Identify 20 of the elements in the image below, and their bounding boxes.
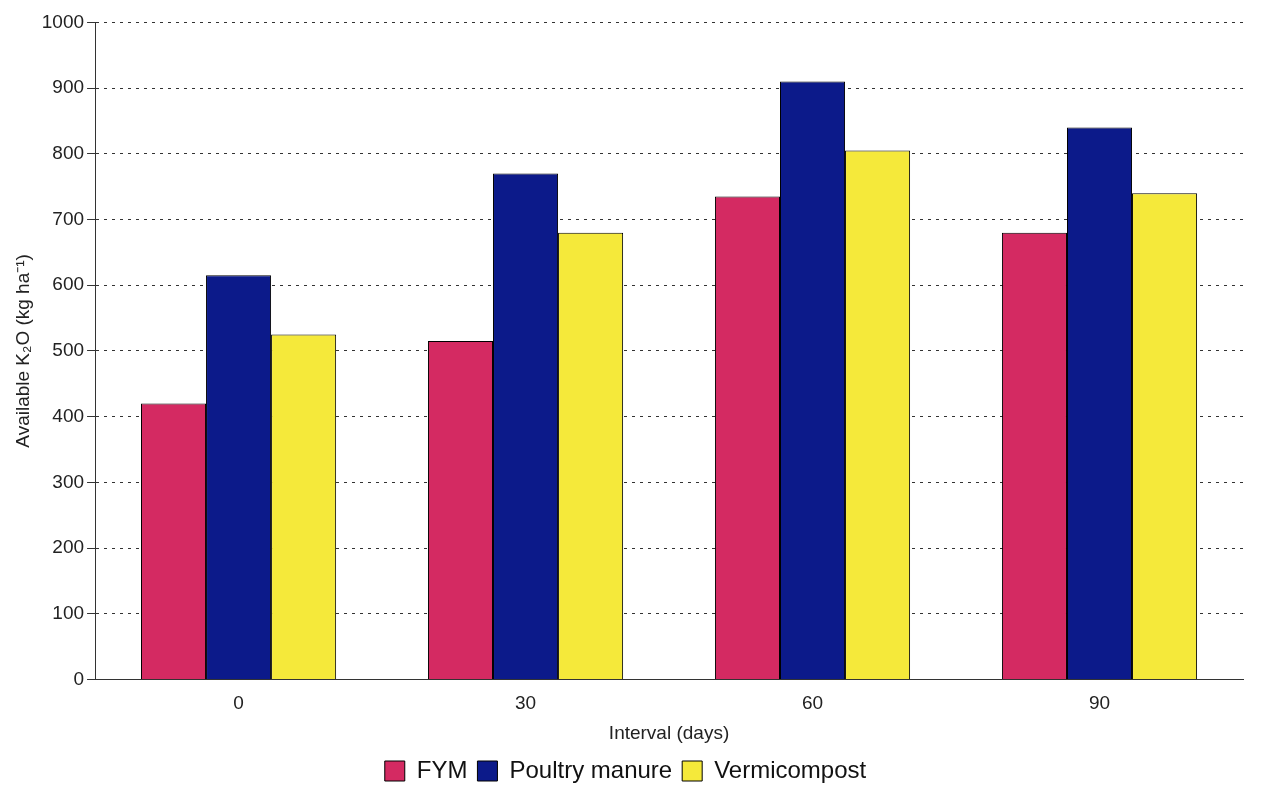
y-tick-label: 200 [52, 536, 85, 558]
x-tick-label: 0 [233, 692, 244, 714]
y-tick-label: 800 [52, 142, 85, 164]
y-tick-label: 1000 [41, 10, 85, 32]
x-tick-label: 60 [801, 692, 824, 714]
legend-label: Poultry manure [509, 755, 673, 783]
y-tick-label: 100 [52, 601, 85, 623]
y-tick-label: 600 [52, 273, 85, 295]
y-tick-label: 300 [52, 470, 85, 492]
x-tick-label: 90 [1088, 692, 1111, 714]
legend-label: FYM [416, 755, 468, 783]
y-tick-label: 700 [52, 207, 85, 229]
y-tick-label: 500 [52, 339, 85, 361]
y-tick-label: 900 [52, 76, 85, 98]
x-tick-label: 30 [514, 692, 537, 714]
x-axis-title: Interval (days) [608, 721, 730, 743]
y-axis-title: Available K₂O (kg ha⁻¹) [11, 254, 33, 448]
y-tick-label: 0 [73, 667, 85, 689]
y-tick-label: 400 [52, 404, 85, 426]
legend-label: Vermicompost [714, 755, 867, 783]
